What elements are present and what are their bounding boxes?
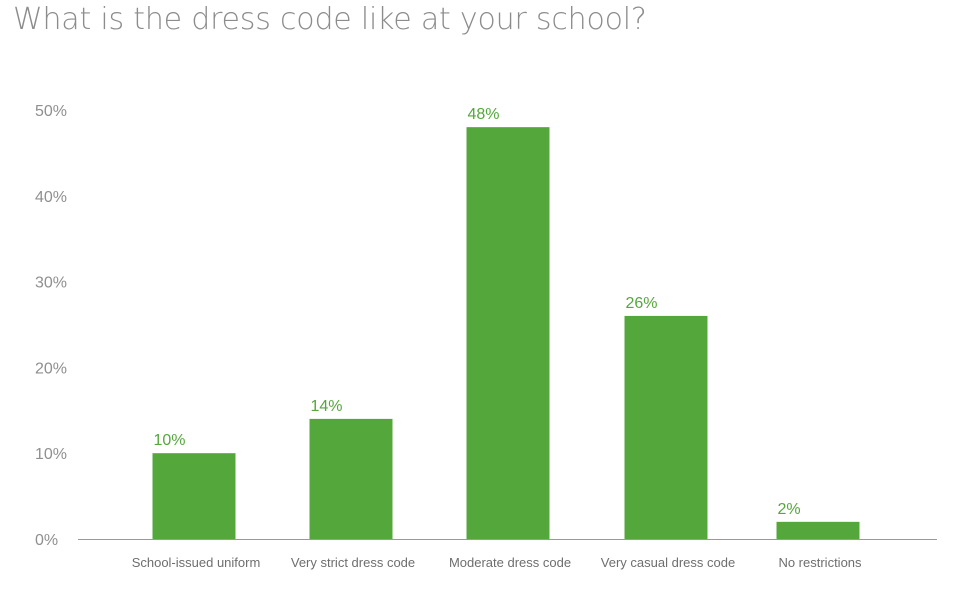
y-tick-label: 30% bbox=[35, 275, 67, 292]
x-tick-label: No restrictions bbox=[778, 555, 862, 570]
bar bbox=[309, 418, 393, 539]
data-label: 48% bbox=[468, 106, 500, 123]
x-axis-labels: School-issued uniform Very strict dress c… bbox=[132, 555, 862, 570]
x-tick-label: Moderate dress code bbox=[449, 555, 571, 570]
data-labels-group: 10% 14% 48% 26% 2% bbox=[154, 106, 801, 518]
data-label: 10% bbox=[154, 432, 186, 449]
data-label: 14% bbox=[311, 398, 343, 415]
y-tick-label: 0% bbox=[35, 532, 58, 549]
x-tick-label: Very casual dress code bbox=[601, 555, 735, 570]
bar bbox=[776, 521, 860, 539]
y-tick-label: 50% bbox=[35, 103, 67, 120]
y-tick-label: 10% bbox=[35, 446, 67, 463]
y-axis-ticks: 0% 10% 20% 30% 40% 50% bbox=[35, 103, 67, 549]
y-tick-label: 20% bbox=[35, 360, 67, 377]
bar bbox=[466, 127, 550, 539]
data-label: 26% bbox=[626, 295, 658, 312]
bars-group bbox=[152, 127, 860, 539]
x-tick-label: School-issued uniform bbox=[132, 555, 261, 570]
chart-title: What is the dress code like at your scho… bbox=[13, 2, 647, 37]
y-tick-label: 40% bbox=[35, 189, 67, 206]
bar bbox=[152, 453, 236, 539]
data-label: 2% bbox=[778, 501, 801, 518]
bar bbox=[624, 315, 708, 539]
x-tick-label: Very strict dress code bbox=[291, 555, 415, 570]
